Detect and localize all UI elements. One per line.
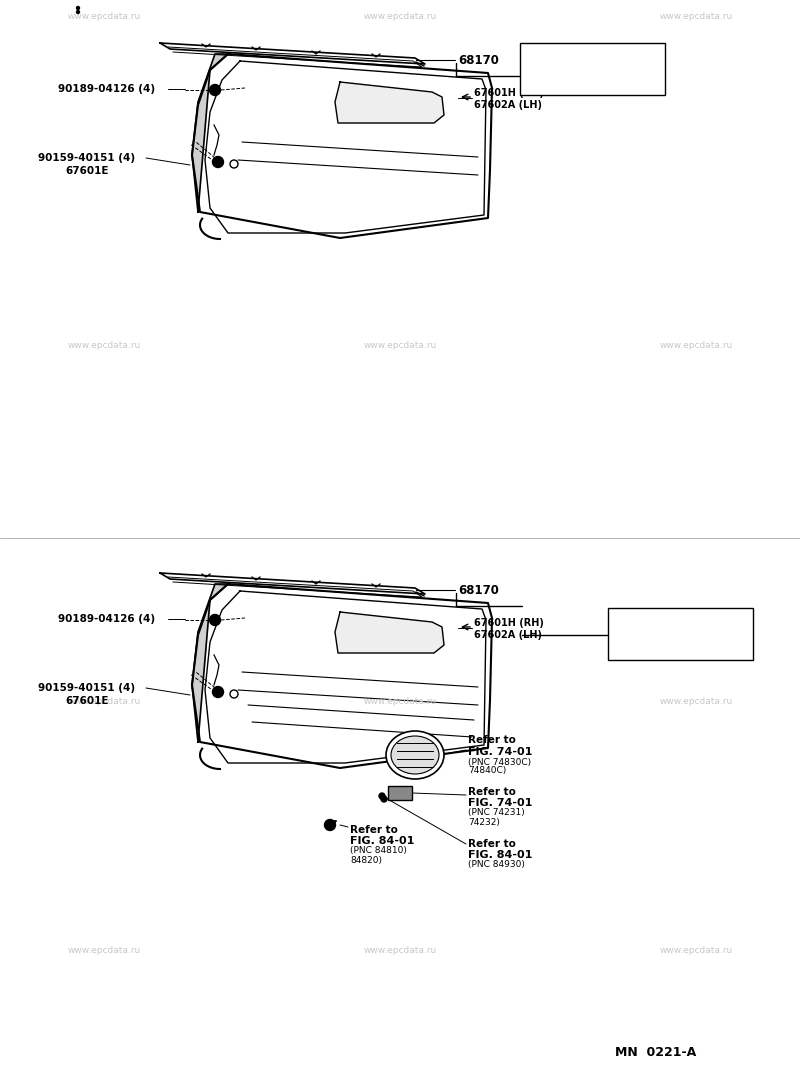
Text: Refer to: Refer to	[468, 735, 516, 745]
Text: 67602 (LH): 67602 (LH)	[527, 73, 596, 83]
Text: (PNC 84930): (PNC 84930)	[468, 861, 525, 869]
Text: 67602A (LH): 67602A (LH)	[474, 100, 542, 110]
Text: 67602A (LH): 67602A (LH)	[474, 630, 542, 640]
Ellipse shape	[391, 735, 439, 774]
Polygon shape	[192, 584, 228, 742]
Polygon shape	[192, 54, 492, 238]
Text: (PNC 84810): (PNC 84810)	[350, 847, 407, 855]
Text: Refer to: Refer to	[468, 839, 516, 849]
Bar	[608, 608, 753, 660]
Text: 90189-04126 (4): 90189-04126 (4)	[58, 84, 155, 94]
Polygon shape	[335, 82, 444, 123]
Polygon shape	[335, 612, 444, 653]
Circle shape	[213, 157, 223, 167]
Text: 67601H (RH): 67601H (RH)	[474, 87, 544, 98]
Text: Refer to: Refer to	[468, 787, 516, 797]
Circle shape	[230, 160, 238, 168]
Text: www.epcdata.ru: www.epcdata.ru	[363, 946, 437, 955]
Text: www.epcdata.ru: www.epcdata.ru	[67, 698, 141, 706]
Circle shape	[210, 84, 221, 95]
Text: 68170: 68170	[458, 583, 499, 596]
Circle shape	[325, 820, 335, 831]
Text: FIG. 84-01: FIG. 84-01	[350, 836, 414, 846]
Text: FIG. 74-01: FIG. 74-01	[468, 798, 532, 808]
Text: www.epcdata.ru: www.epcdata.ru	[659, 946, 733, 955]
Ellipse shape	[386, 731, 444, 779]
Text: 74232): 74232)	[468, 818, 500, 826]
Text: MN  0221-A: MN 0221-A	[615, 1045, 696, 1058]
Text: 90159-40151 (4): 90159-40151 (4)	[38, 153, 135, 163]
Text: www.epcdata.ru: www.epcdata.ru	[363, 12, 437, 21]
Circle shape	[230, 690, 238, 698]
Circle shape	[210, 615, 221, 625]
Text: 90159-40151 (4): 90159-40151 (4)	[38, 683, 135, 693]
Text: 67601 (RH): 67601 (RH)	[614, 620, 685, 630]
Text: 67601E: 67601E	[65, 166, 109, 176]
Text: www.epcdata.ru: www.epcdata.ru	[659, 12, 733, 21]
Circle shape	[379, 793, 385, 799]
Text: www.epcdata.ru: www.epcdata.ru	[363, 698, 437, 706]
Polygon shape	[160, 43, 425, 64]
Text: 67601H (RH): 67601H (RH)	[474, 618, 544, 627]
Text: (PNC 74231): (PNC 74231)	[468, 809, 525, 818]
Text: www.epcdata.ru: www.epcdata.ru	[67, 12, 141, 21]
Text: 67602 (LH): 67602 (LH)	[614, 638, 683, 648]
Text: 67601 (RH): 67601 (RH)	[527, 55, 598, 65]
Text: 67601E: 67601E	[65, 696, 109, 706]
Polygon shape	[192, 54, 228, 212]
Circle shape	[77, 6, 79, 10]
Text: www.epcdata.ru: www.epcdata.ru	[363, 341, 437, 350]
Text: (PNC 74830C): (PNC 74830C)	[468, 757, 531, 767]
Text: Refer to: Refer to	[350, 825, 398, 835]
Text: www.epcdata.ru: www.epcdata.ru	[67, 946, 141, 955]
Text: 68170: 68170	[458, 54, 499, 67]
Text: 84820): 84820)	[350, 855, 382, 864]
Polygon shape	[160, 573, 425, 594]
Text: www.epcdata.ru: www.epcdata.ru	[659, 698, 733, 706]
Polygon shape	[192, 584, 492, 768]
Circle shape	[381, 796, 387, 802]
Bar	[388, 786, 412, 800]
Text: 90189-04126 (4): 90189-04126 (4)	[58, 615, 155, 624]
Text: FIG. 84-01: FIG. 84-01	[468, 850, 532, 860]
Circle shape	[77, 11, 79, 13]
Bar	[520, 43, 665, 95]
Text: www.epcdata.ru: www.epcdata.ru	[659, 341, 733, 350]
Text: www.epcdata.ru: www.epcdata.ru	[67, 341, 141, 350]
Text: 74840C): 74840C)	[468, 767, 506, 775]
Circle shape	[213, 687, 223, 698]
Text: FIG. 74-01: FIG. 74-01	[468, 747, 532, 757]
